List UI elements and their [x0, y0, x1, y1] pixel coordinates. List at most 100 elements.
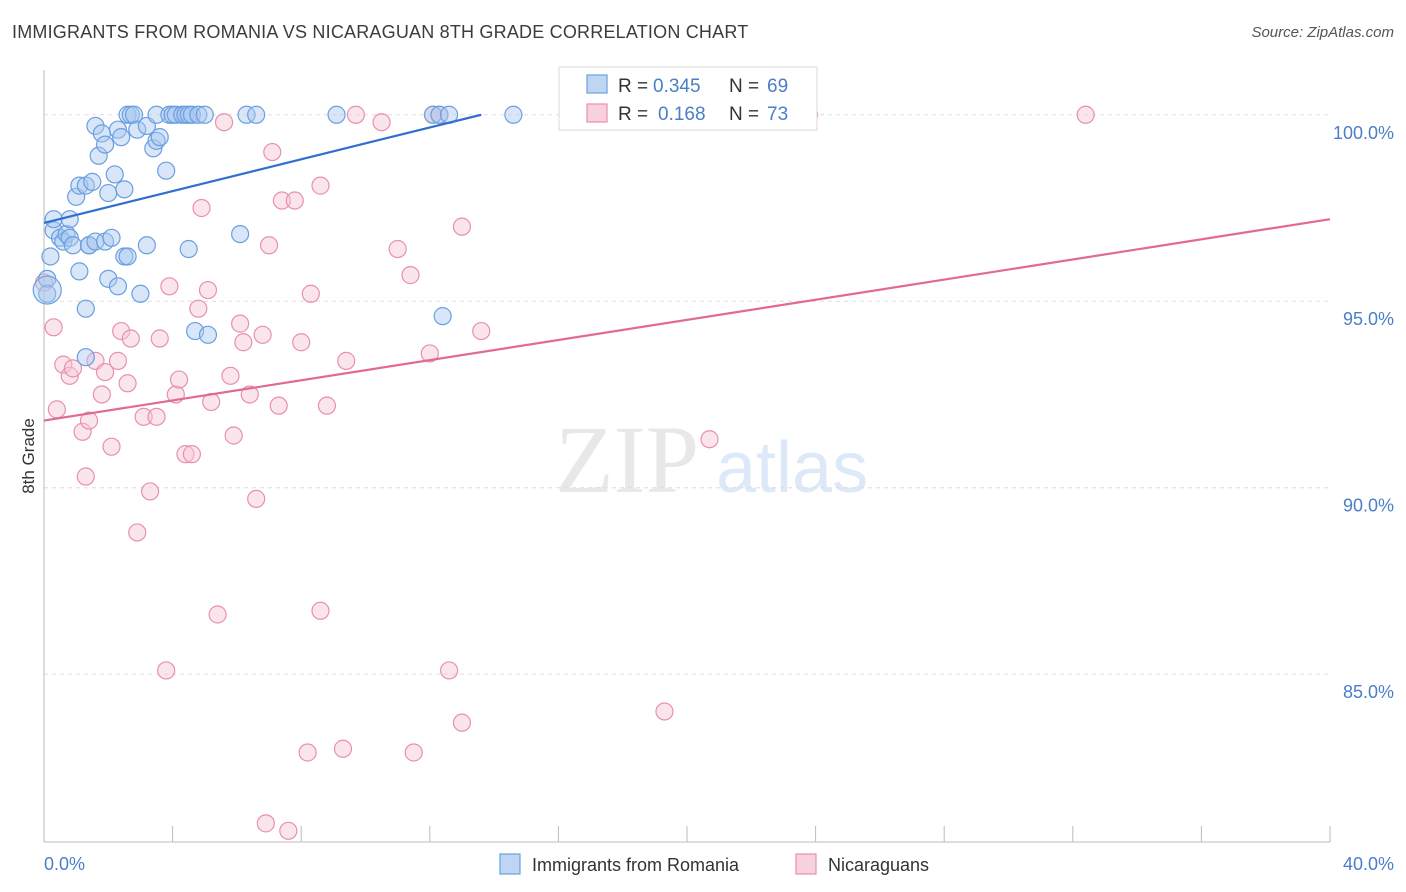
- nicaraguans-point-23: [160, 277, 179, 296]
- nicaraguans-point-14: [112, 321, 131, 341]
- nicaraguans-point-48: [292, 333, 311, 352]
- romania-point-66: [433, 307, 452, 326]
- nicaraguans-point-47: [285, 191, 304, 210]
- nicaraguans-point-70: [700, 430, 719, 449]
- stats-n-label-1: N =: [729, 76, 759, 97]
- romania-point-30: [108, 277, 128, 296]
- nicaraguans-point-67: [472, 321, 491, 341]
- nicaraguans-point-8: [79, 411, 99, 430]
- nicaraguans-point-2: [47, 400, 66, 419]
- nicaraguans-point-42: [259, 236, 279, 255]
- nicaraguans-point-43: [263, 142, 282, 162]
- nicaraguans-point-69: [655, 702, 674, 721]
- nicaraguans-point-38: [240, 385, 259, 404]
- romania-point-55: [182, 105, 201, 124]
- romania-point-46: [150, 128, 169, 147]
- nicaraguans-point-51: [311, 176, 330, 195]
- gridlines: [44, 114, 1330, 675]
- nicaraguans-point-18: [134, 407, 153, 426]
- romania-point-22: [89, 146, 108, 165]
- romania-point-42: [137, 236, 156, 255]
- romania-point-58: [195, 105, 214, 124]
- legend-label-romania: Immigrants from Romania: [532, 855, 740, 875]
- stats-r-label-1: R =: [618, 76, 648, 97]
- nicaraguans-point-33: [214, 113, 234, 132]
- nicaraguans-point-34: [221, 366, 240, 385]
- stats-r-label-2: R =: [618, 104, 648, 125]
- romania-point-32: [112, 128, 131, 147]
- romania-trend-line: [43, 113, 482, 224]
- romania-point-25: [95, 135, 115, 154]
- nicaraguans-point-53: [317, 396, 337, 415]
- nicaraguans-point-58: [388, 239, 407, 259]
- y-axis-label: 8th Grade: [19, 418, 38, 494]
- nicaraguans-point-56: [346, 105, 365, 124]
- romania-point-59: [198, 325, 218, 344]
- nicaraguans-point-5: [63, 359, 83, 378]
- romania-point-53: [179, 239, 198, 259]
- nicaraguans-point-30: [198, 280, 218, 300]
- romania-point-35: [118, 247, 137, 266]
- x-tick-label-min: 0.0%: [44, 854, 85, 874]
- nicaraguans-point-60: [404, 743, 423, 762]
- nicaraguans-point-20: [147, 407, 166, 426]
- romania-point-16: [76, 348, 95, 367]
- romania-point-39: [128, 120, 147, 139]
- nicaraguans-point-52: [311, 601, 330, 620]
- romania-point-33: [115, 180, 134, 199]
- stats-n-value-1: 69: [767, 76, 788, 97]
- romania-point-26: [99, 269, 118, 288]
- stats-n-label-2: N =: [729, 104, 759, 125]
- source-credit: Source: ZipAtlas.com: [1251, 24, 1394, 41]
- romania-point-2: [41, 247, 60, 266]
- bottom-legend: Immigrants from Romania Nicaraguans: [499, 853, 929, 875]
- romania-point-60: [231, 224, 250, 244]
- watermark: ZIP atlas: [555, 406, 868, 513]
- chart-title: IMMIGRANTS FROM ROMANIA VS NICARAGUAN 8T…: [12, 22, 749, 42]
- nicaraguans-point-66: [452, 217, 472, 236]
- stats-legend: R = 0.345 N = 69 R = 0.168 N = 73: [558, 66, 818, 131]
- romania-point-44: [147, 105, 166, 124]
- watermark-atlas: atlas: [716, 428, 868, 508]
- nicaraguans-point-7: [76, 467, 95, 486]
- nicaraguans-trend-line: [43, 218, 1331, 422]
- romania-points: [32, 105, 523, 367]
- nicaraguans-point-50: [301, 284, 320, 303]
- y-tick-label-95: 95.0%: [1343, 309, 1394, 329]
- romania-point-57: [189, 105, 208, 124]
- romania-point-68: [504, 105, 523, 124]
- stats-r-value-1: 0.345: [653, 76, 701, 97]
- nicaraguans-point-59: [401, 266, 420, 285]
- nicaraguans-point-55: [337, 351, 356, 370]
- nicaraguans-point-27: [182, 445, 201, 464]
- romania-point-27: [99, 183, 118, 203]
- nicaraguans-point-32: [208, 605, 227, 624]
- nicaraguans-point-46: [279, 821, 298, 840]
- romania-point-40: [131, 284, 150, 303]
- romania-point-28: [102, 228, 121, 247]
- nicaraguans-point-17: [128, 523, 147, 542]
- romania-point-8: [60, 210, 79, 229]
- nicaraguans-point-1: [44, 318, 63, 337]
- stats-r-value-2: 0.168: [658, 104, 706, 125]
- romania-point-63: [327, 105, 346, 124]
- romania-point-61: [237, 105, 256, 124]
- nicaraguans-point-65: [452, 713, 472, 732]
- nicaraguans-point-35: [224, 426, 243, 445]
- romania-point-20: [86, 116, 105, 136]
- stats-swatch-romania: [586, 74, 608, 94]
- nicaraguans-point-37: [234, 333, 253, 352]
- y-tick-label-100: 100.0%: [1333, 123, 1394, 143]
- nicaraguans-point-13: [108, 351, 128, 370]
- y-tick-label-85: 85.0%: [1343, 682, 1394, 702]
- nicaraguans-point-41: [256, 814, 275, 833]
- nicaraguans-point-15: [118, 374, 137, 393]
- nicaraguans-point-6: [73, 422, 92, 441]
- trend-lines: [43, 113, 1331, 422]
- nicaraguans-point-11: [95, 362, 115, 382]
- nicaraguans-point-72: [1076, 105, 1095, 124]
- nicaraguans-point-54: [333, 739, 353, 758]
- romania-point-15: [76, 299, 95, 318]
- stats-n-value-2: 73: [767, 104, 788, 125]
- nicaraguans-point-26: [176, 445, 195, 464]
